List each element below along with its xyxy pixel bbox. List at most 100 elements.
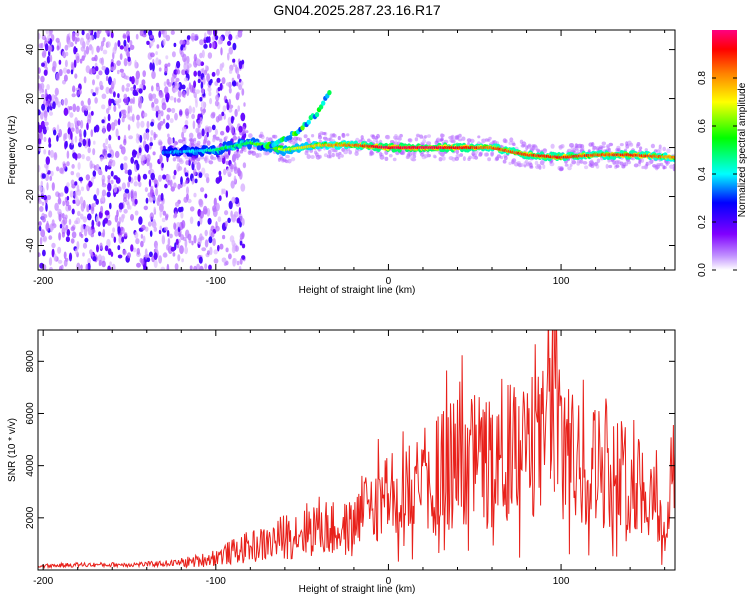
- noise-blob: [41, 201, 45, 206]
- noise-blob: [161, 92, 164, 98]
- noise-blob: [192, 106, 196, 114]
- noise-blob: [231, 245, 236, 254]
- noise-blob: [159, 154, 163, 163]
- noise-blob: [158, 141, 163, 146]
- noise-blob: [224, 30, 229, 37]
- noise-blob: [223, 168, 227, 176]
- ridge-halo-blob: [658, 147, 662, 152]
- noise-blob: [129, 44, 135, 50]
- noise-blob: [119, 45, 125, 50]
- noise-blob: [85, 45, 90, 55]
- noise-blob: [215, 177, 221, 184]
- ridge-halo-blob: [483, 152, 489, 157]
- noise-blob: [220, 130, 225, 136]
- noise-blob: [155, 84, 161, 92]
- noise-blob: [170, 138, 174, 145]
- noise-blob: [110, 66, 115, 71]
- noise-blob: [223, 113, 226, 120]
- noise-blob: [39, 89, 42, 94]
- noise-blob: [200, 87, 205, 95]
- ridge-halo-blob: [591, 142, 595, 147]
- noise-blob: [149, 142, 153, 147]
- noise-blob: [177, 89, 182, 98]
- ridge-halo-blob: [593, 162, 598, 167]
- noise-blob: [70, 69, 74, 75]
- snr-y-axis: 2000 4000 6000 8000: [25, 350, 675, 529]
- noise-blob: [49, 175, 53, 181]
- y-tick-label: -40: [25, 238, 36, 253]
- noise-blob: [182, 126, 187, 134]
- noise-blob: [85, 32, 90, 40]
- noise-blob: [72, 85, 76, 93]
- noise-blob: [238, 265, 242, 270]
- spectrogram-heatmap: [38, 30, 675, 270]
- noise-blob: [211, 71, 216, 77]
- noise-blob: [118, 104, 121, 109]
- noise-blob: [183, 196, 188, 203]
- noise-blob: [86, 204, 89, 213]
- noise-blob: [137, 174, 141, 182]
- ridge-halo-blob: [181, 140, 187, 145]
- noise-blob: [202, 205, 208, 215]
- noise-blob: [161, 217, 166, 223]
- ridge-halo-blob: [558, 145, 564, 149]
- noise-blob: [70, 131, 73, 140]
- noise-blob: [102, 125, 106, 135]
- noise-blob: [228, 47, 234, 55]
- noise-blob: [234, 108, 238, 117]
- noise-blob: [211, 41, 216, 49]
- ridge-halo-blob: [427, 134, 431, 138]
- noise-blob: [174, 211, 178, 218]
- ridge-halo-blob: [655, 164, 660, 170]
- noise-blob: [192, 120, 196, 130]
- noise-blob: [105, 86, 110, 95]
- noise-blob: [43, 194, 48, 201]
- noise-blob: [138, 147, 142, 154]
- noise-blob: [189, 265, 193, 270]
- noise-blob: [229, 163, 235, 170]
- noise-blob: [193, 168, 197, 176]
- noise-blob: [59, 167, 64, 174]
- noise-blob: [62, 50, 66, 58]
- noise-blob: [242, 162, 247, 169]
- noise-blob: [181, 220, 186, 229]
- noise-blob: [132, 96, 136, 105]
- noise-blob: [87, 97, 91, 106]
- noise-blob: [65, 224, 69, 231]
- noise-blob: [167, 237, 171, 246]
- noise-blob: [214, 100, 219, 107]
- ridge-halo-blob: [592, 146, 596, 151]
- noise-blob: [225, 247, 229, 253]
- ridge-halo-blob: [329, 133, 333, 138]
- noise-blob: [49, 38, 52, 46]
- noise-blob: [58, 213, 62, 222]
- noise-blob: [104, 245, 109, 252]
- ridge-halo-blob: [502, 159, 507, 164]
- ridge-halo-blob: [487, 157, 491, 162]
- ridge-halo-blob: [477, 135, 481, 139]
- noise-blob: [151, 62, 155, 72]
- noise-blob: [147, 221, 152, 227]
- noise-blob: [184, 172, 189, 177]
- ridge-halo-blob: [203, 157, 208, 161]
- noise-blob: [76, 184, 80, 192]
- noise-blob: [198, 172, 203, 179]
- noise-blob: [94, 66, 99, 72]
- noise-blob: [83, 76, 87, 84]
- noise-blob: [138, 181, 142, 188]
- noise-blob: [184, 119, 189, 126]
- noise-blob: [214, 128, 218, 136]
- ridge-halo-blob: [666, 148, 671, 154]
- noise-blob: [117, 245, 121, 251]
- noise-blob: [65, 187, 69, 193]
- noise-blob: [65, 140, 68, 148]
- noise-blob: [88, 180, 92, 188]
- noise-blob: [227, 217, 231, 223]
- ridge-halo-blob: [212, 137, 216, 143]
- noise-blob: [65, 200, 70, 207]
- spectrogram-frame: [37, 29, 676, 271]
- noise-blob: [162, 38, 166, 46]
- noise-blob: [38, 221, 42, 227]
- noise-blob: [165, 96, 169, 103]
- ridge-halo-blob: [525, 145, 529, 151]
